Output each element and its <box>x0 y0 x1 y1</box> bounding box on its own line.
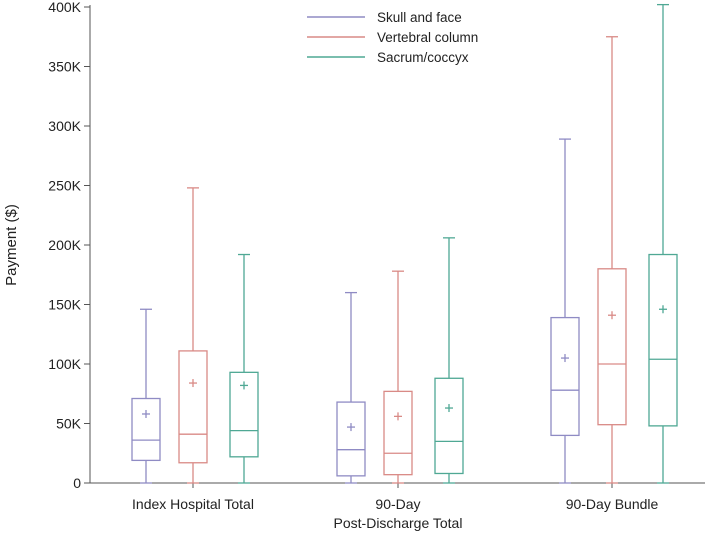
iqr-box <box>550 316 580 437</box>
box-1-0 <box>178 187 208 484</box>
box-0-0 <box>131 308 161 484</box>
box-1-1 <box>383 270 413 484</box>
box-2-2 <box>648 3 678 484</box>
iqr-box <box>178 350 208 464</box>
iqr-box <box>336 401 366 477</box>
y-axis-title: Payment ($) <box>3 204 20 286</box>
box-0-2 <box>550 138 580 484</box>
legend-label-0: Skull and face <box>377 10 462 25</box>
legend-label-1: Vertebral column <box>377 30 478 45</box>
legend: Skull and face Vertebral column Sacrum/coc… <box>307 10 478 65</box>
box-series <box>131 3 678 484</box>
y-tick-label: 50K <box>56 416 82 432</box>
y-tick-label: 300K <box>48 118 81 134</box>
legend-label-2: Sacrum/coccyx <box>377 50 469 65</box>
y-tick-label: 350K <box>48 59 81 75</box>
iqr-box <box>648 253 678 427</box>
y-tick-label: 0 <box>73 475 81 491</box>
iqr-box <box>383 390 413 476</box>
y-axis: 0 50K 100K 150K 200K 250K 300K 350K 400K <box>48 0 90 491</box>
box-0-1 <box>336 291 366 484</box>
y-tick-label: 400K <box>48 0 81 15</box>
x-category-label: Index Hospital Total <box>132 496 254 512</box>
box-1-2 <box>597 36 627 484</box>
y-tick-label: 250K <box>48 178 81 194</box>
iqr-box <box>131 397 161 462</box>
box-2-0 <box>229 253 259 484</box>
x-category-label: 90-Day <box>375 496 420 512</box>
y-tick-label: 200K <box>48 237 81 253</box>
iqr-box <box>229 371 259 458</box>
y-tick-label: 150K <box>48 297 81 313</box>
box-2-1 <box>434 237 464 484</box>
iqr-box <box>597 268 627 426</box>
y-tick-label: 100K <box>48 356 81 372</box>
x-category-label-line2: Post-Discharge Total <box>334 515 463 531</box>
iqr-box <box>434 377 464 475</box>
x-category-label: 90-Day Bundle <box>566 496 659 512</box>
plot-frame <box>89 5 705 484</box>
x-axis: Index Hospital Total 90-Day Post-Discharge… <box>132 483 659 531</box>
